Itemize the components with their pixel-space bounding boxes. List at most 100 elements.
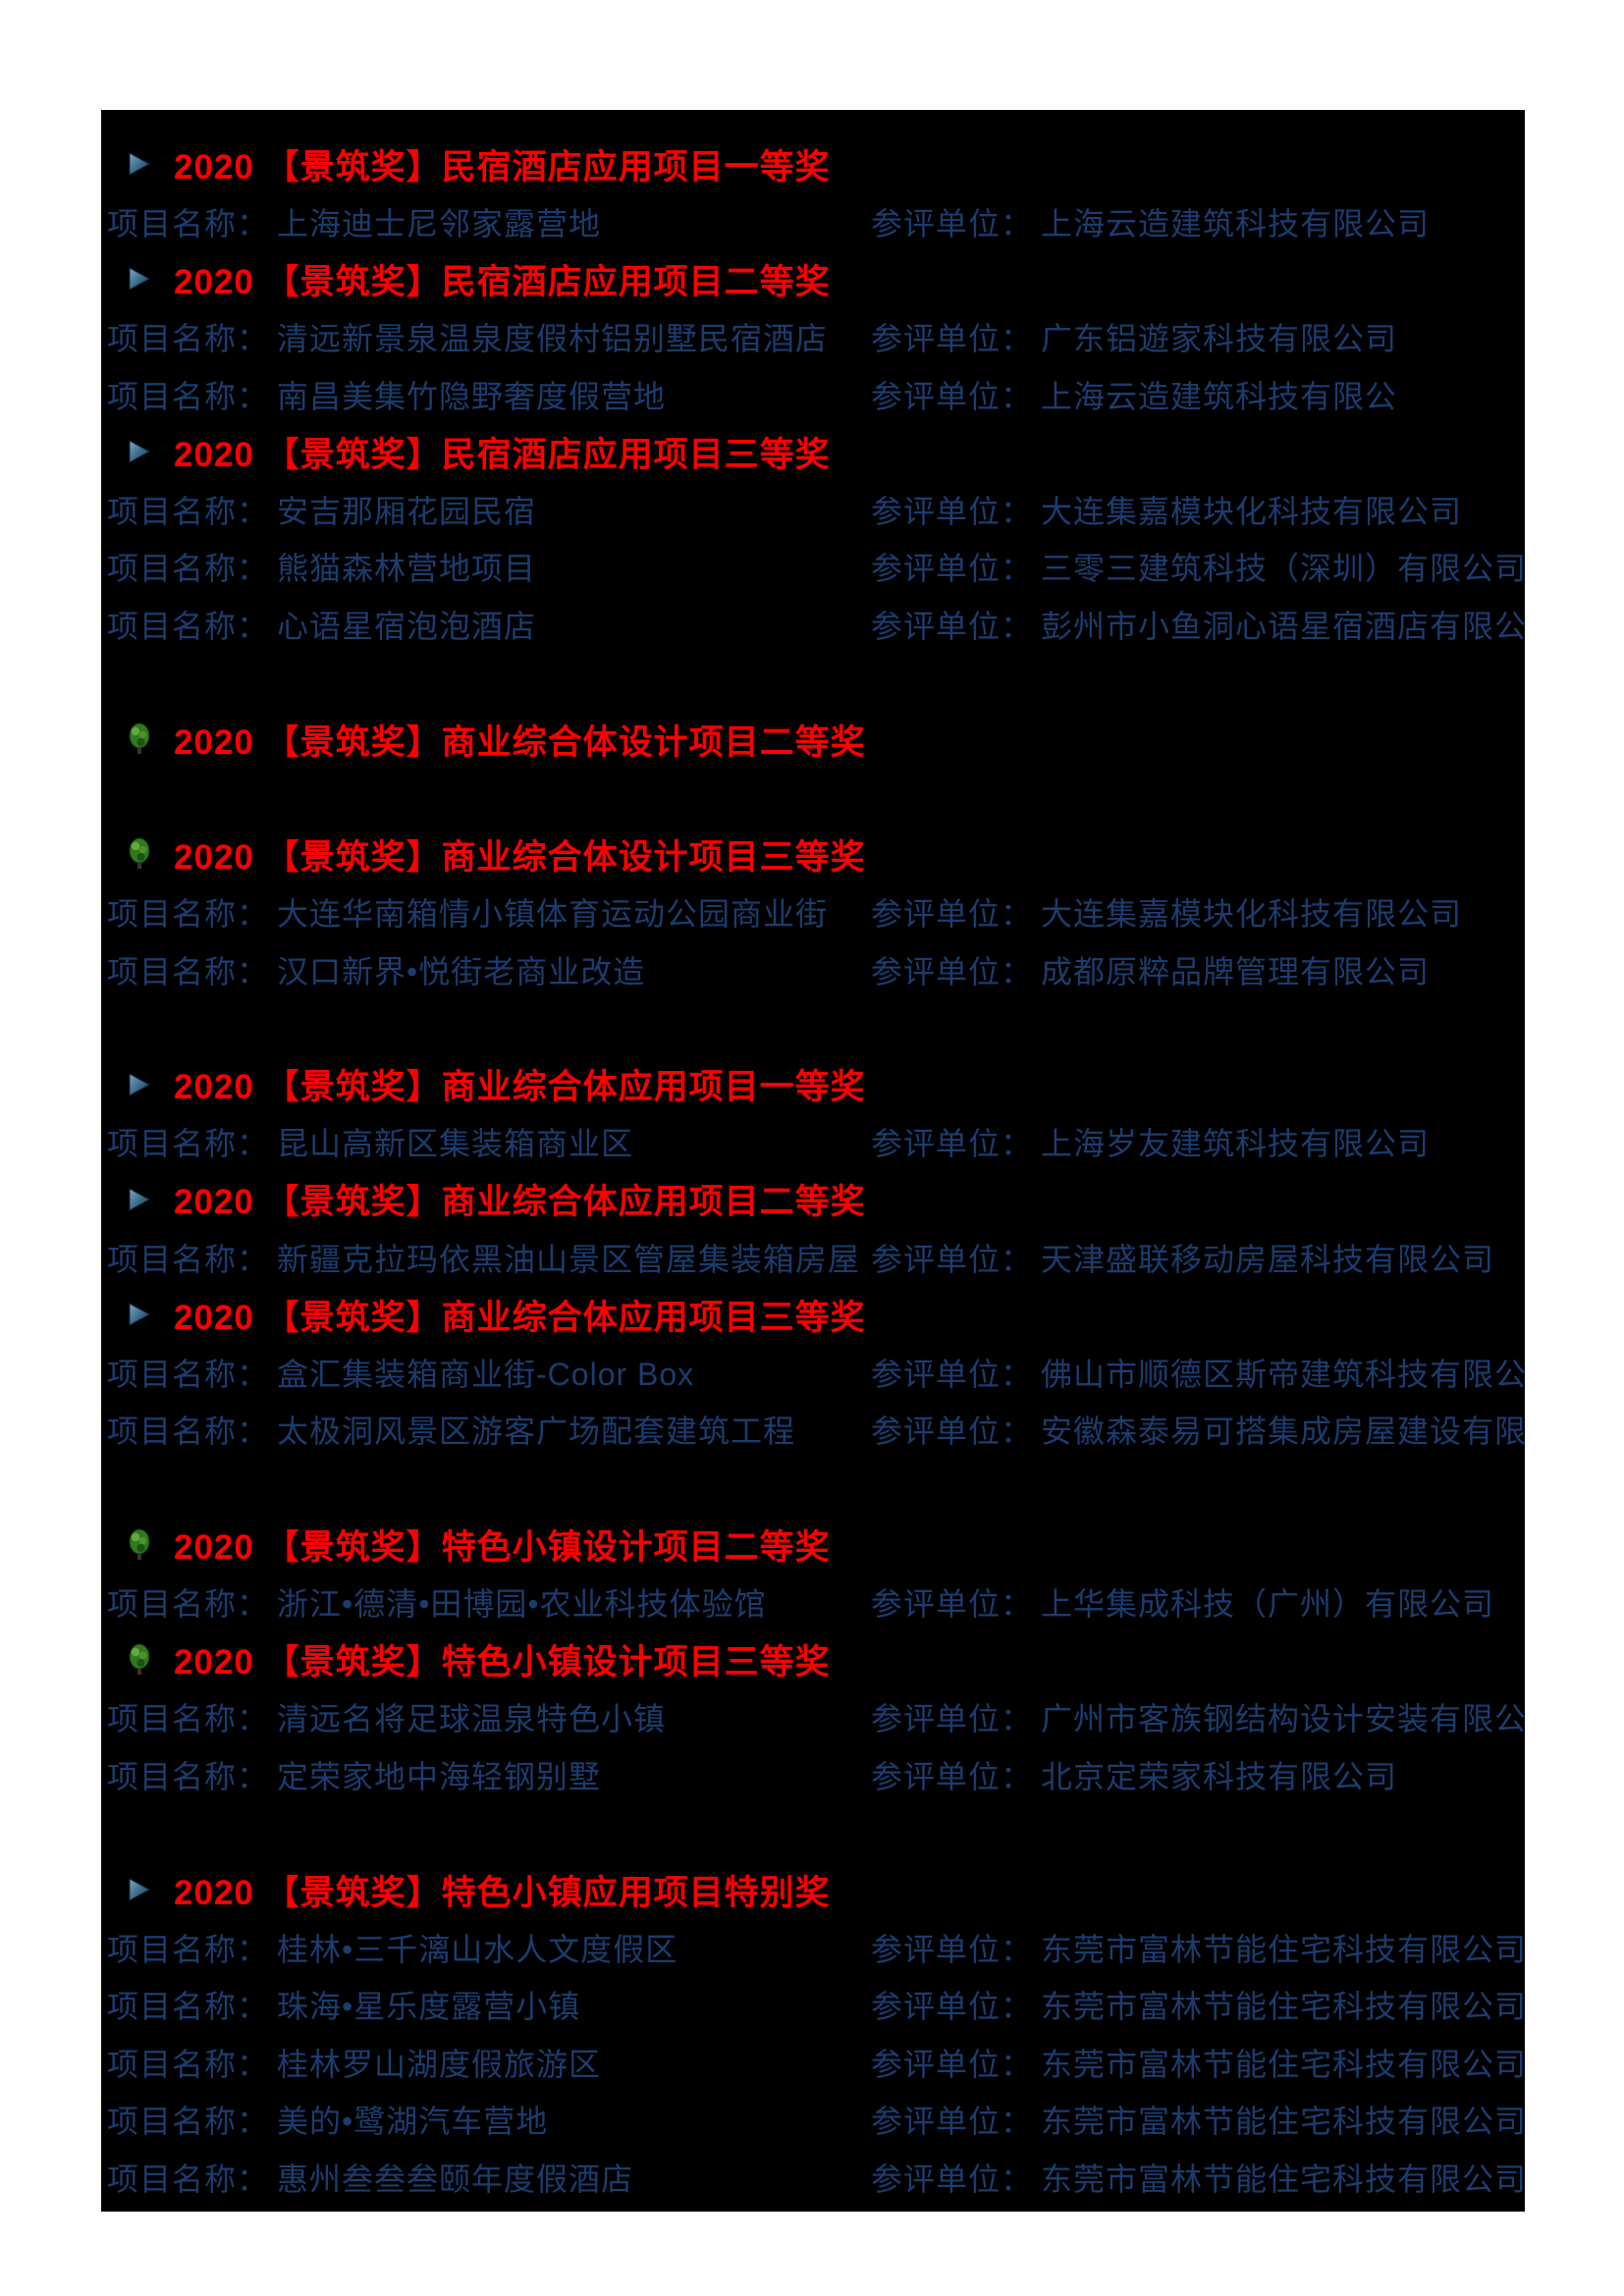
project-name: 清远名将足球温泉特色小镇: [277, 1701, 667, 1737]
unit-name: 三零三建筑科技（深圳）有限公司: [1041, 551, 1525, 587]
award-section: 2020 【景筑奖】特色小镇设计项目三等奖 项目名称： 清远名将足球温泉特色小镇 …: [101, 1630, 1525, 1803]
unit-label: 参评单位：: [871, 609, 1034, 645]
award-heading: 2020 【景筑奖】民宿酒店应用项目三等奖: [174, 435, 831, 474]
award-heading: 2020 【景筑奖】商业综合体应用项目三等奖: [174, 1298, 866, 1337]
project-row: 项目名称： 安吉那厢花园民宿 参评单位： 大连集嘉模块化科技有限公司: [101, 481, 1525, 539]
project-row: 项目名称： 珠海•星乐度露营小镇 参评单位： 东莞市富林节能住宅科技有限公司: [101, 1976, 1525, 2034]
award-heading: 2020 【景筑奖】商业综合体设计项目二等奖: [174, 722, 866, 762]
award-heading-line: 2020 【景筑奖】商业综合体设计项目二等奖: [101, 711, 1525, 769]
award-heading-line: 2020 【景筑奖】商业综合体设计项目三等奖: [101, 826, 1525, 883]
project-label: 项目名称：: [107, 2162, 270, 2198]
project-name: 珠海•星乐度露营小镇: [277, 1989, 581, 2025]
project-name: 桂林罗山湖度假旅游区: [277, 2046, 602, 2082]
tree-icon: [125, 1643, 154, 1677]
arrow-bullet-icon: [125, 265, 154, 293]
project-label: 项目名称：: [107, 896, 270, 933]
unit-name: 成都原粹品牌管理有限公司: [1041, 953, 1431, 989]
award-heading-line: 2020 【景筑奖】特色小镇设计项目二等奖: [101, 1516, 1525, 1574]
unit-name: 广州市客族钢结构设计安装有限公司: [1041, 1701, 1525, 1737]
project-label: 项目名称：: [107, 551, 270, 587]
tree-icon: [125, 722, 154, 756]
unit-name: 上海岁友建筑科技有限公司: [1041, 1126, 1431, 1162]
project-name: 南昌美集竹隐野奢度假营地: [277, 378, 667, 414]
project-label: 项目名称：: [107, 1586, 270, 1623]
award-heading: 2020 【景筑奖】特色小镇应用项目特别奖: [174, 1873, 831, 1912]
unit-label: 参评单位：: [871, 1241, 1034, 1277]
unit-name: 东莞市富林节能住宅科技有限公司: [1041, 1931, 1525, 1967]
arrow-bullet-icon: [125, 1186, 154, 1213]
project-label: 项目名称：: [107, 321, 270, 357]
unit-label: 参评单位：: [871, 1126, 1034, 1162]
unit-name: 上华集成科技（广州）有限公司: [1041, 1586, 1495, 1623]
unit-name: 大连集嘉模块化科技有限公司: [1041, 493, 1463, 529]
project-name: 浙江•德清•田博园•农业科技体验馆: [277, 1586, 767, 1623]
unit-label: 参评单位：: [871, 1931, 1034, 1967]
project-name: 美的•鹭湖汽车营地: [277, 2104, 549, 2140]
unit-label: 参评单位：: [871, 953, 1034, 989]
project-label: 项目名称：: [107, 1356, 270, 1392]
unit-name: 天津盛联移动房屋科技有限公司: [1041, 1241, 1495, 1277]
award-section: 2020 【景筑奖】民宿酒店应用项目二等奖 项目名称： 清远新景泉温泉度假村铝别墅…: [101, 250, 1525, 423]
project-label: 项目名称：: [107, 1989, 270, 2025]
unit-label: 参评单位：: [871, 2104, 1034, 2140]
project-row: 项目名称： 清远新景泉温泉度假村铝别墅民宿酒店 参评单位： 广东铝遊家科技有限公司: [101, 308, 1525, 366]
unit-name: 大连集嘉模块化科技有限公司: [1041, 896, 1463, 933]
project-label: 项目名称：: [107, 609, 270, 645]
award-document: 2020 【景筑奖】民宿酒店应用项目一等奖 项目名称： 上海迪士尼邻家露营地 参评…: [101, 110, 1525, 2212]
project-name: 大连华南箱情小镇体育运动公园商业街: [277, 896, 829, 933]
unit-name: 东莞市富林节能住宅科技有限公司: [1041, 2104, 1525, 2140]
award-section: 2020 【景筑奖】民宿酒店应用项目三等奖 项目名称： 安吉那厢花园民宿 参评单位…: [101, 423, 1525, 653]
unit-label: 参评单位：: [871, 1758, 1034, 1794]
unit-label: 参评单位：: [871, 1586, 1034, 1623]
project-label: 项目名称：: [107, 2104, 270, 2140]
award-heading-line: 2020 【景筑奖】特色小镇应用项目特别奖: [101, 1861, 1525, 1919]
award-heading-line: 2020 【景筑奖】民宿酒店应用项目二等奖: [101, 250, 1525, 308]
award-section: 2020 【景筑奖】商业综合体应用项目一等奖 项目名称： 昆山高新区集装箱商业区 …: [101, 1056, 1525, 1171]
unit-label: 参评单位：: [871, 2162, 1034, 2198]
award-section: 2020 【景筑奖】民宿酒店应用项目一等奖 项目名称： 上海迪士尼邻家露营地 参评…: [101, 135, 1525, 250]
award-heading: 2020 【景筑奖】民宿酒店应用项目二等奖: [174, 262, 831, 301]
project-row: 项目名称： 南昌美集竹隐野奢度假营地 参评单位： 上海云造建筑科技有限公: [101, 365, 1525, 423]
project-label: 项目名称：: [107, 1414, 270, 1450]
unit-name: 广东铝遊家科技有限公司: [1041, 321, 1398, 357]
project-row: 项目名称： 熊猫森林营地项目 参评单位： 三零三建筑科技（深圳）有限公司: [101, 538, 1525, 596]
arrow-bullet-icon: [125, 438, 154, 465]
unit-name: 佛山市顺德区斯帝建筑科技有限公司: [1041, 1356, 1525, 1392]
award-heading: 2020 【景筑奖】特色小镇设计项目三等奖: [174, 1643, 831, 1682]
unit-name: 东莞市富林节能住宅科技有限公司: [1041, 2046, 1525, 2082]
unit-label: 参评单位：: [871, 378, 1034, 414]
unit-name: 上海云造建筑科技有限公: [1041, 378, 1398, 414]
project-row: 项目名称： 惠州叁叁叁颐年度假酒店 参评单位： 东莞市富林节能住宅科技有限公司: [101, 2149, 1525, 2207]
project-row: 项目名称： 清远名将足球温泉特色小镇 参评单位： 广州市客族钢结构设计安装有限公司: [101, 1688, 1525, 1746]
project-name: 盒汇集装箱商业街-Color Box: [277, 1356, 695, 1392]
project-name: 熊猫森林营地项目: [277, 551, 537, 587]
project-label: 项目名称：: [107, 205, 270, 241]
project-row: 项目名称： 浙江•德清•田博园•农业科技体验馆 参评单位： 上华集成科技（广州）有限…: [101, 1574, 1525, 1631]
unit-label: 参评单位：: [871, 1356, 1034, 1392]
project-name: 清远新景泉温泉度假村铝别墅民宿酒店: [277, 321, 829, 357]
project-label: 项目名称：: [107, 1701, 270, 1737]
project-label: 项目名称：: [107, 1931, 270, 1967]
project-label: 项目名称：: [107, 493, 270, 529]
unit-name: 东莞市富林节能住宅科技有限公司: [1041, 2162, 1525, 2198]
unit-label: 参评单位：: [871, 2046, 1034, 2082]
award-heading-line: 2020 【景筑奖】民宿酒店应用项目一等奖: [101, 135, 1525, 193]
unit-name: 北京定荣家科技有限公司: [1041, 1758, 1398, 1794]
unit-label: 参评单位：: [871, 1414, 1034, 1450]
unit-label: 参评单位：: [871, 551, 1034, 587]
unit-name: 东莞市富林节能住宅科技有限公司: [1041, 1989, 1525, 2025]
project-name: 汉口新界•悦街老商业改造: [277, 953, 646, 989]
project-name: 昆山高新区集装箱商业区: [277, 1126, 634, 1162]
project-label: 项目名称：: [107, 1758, 270, 1794]
project-row: 项目名称： 上海迪士尼邻家露营地 参评单位： 上海云造建筑科技有限公司: [101, 193, 1525, 251]
award-section: 2020 【景筑奖】商业综合体应用项目二等奖 项目名称： 新疆克拉玛依黑油山景区管…: [101, 1171, 1525, 1286]
project-name: 上海迪士尼邻家露营地: [277, 205, 602, 241]
arrow-bullet-icon: [125, 150, 154, 178]
award-heading-line: 2020 【景筑奖】商业综合体应用项目二等奖: [101, 1171, 1525, 1229]
unit-label: 参评单位：: [871, 205, 1034, 241]
tree-icon: [125, 1528, 154, 1562]
project-name: 太极洞风景区游客广场配套建筑工程: [277, 1414, 796, 1450]
project-name: 新疆克拉玛依黑油山景区管屋集装箱房屋: [277, 1241, 861, 1277]
unit-label: 参评单位：: [871, 896, 1034, 933]
tree-icon: [125, 837, 154, 871]
